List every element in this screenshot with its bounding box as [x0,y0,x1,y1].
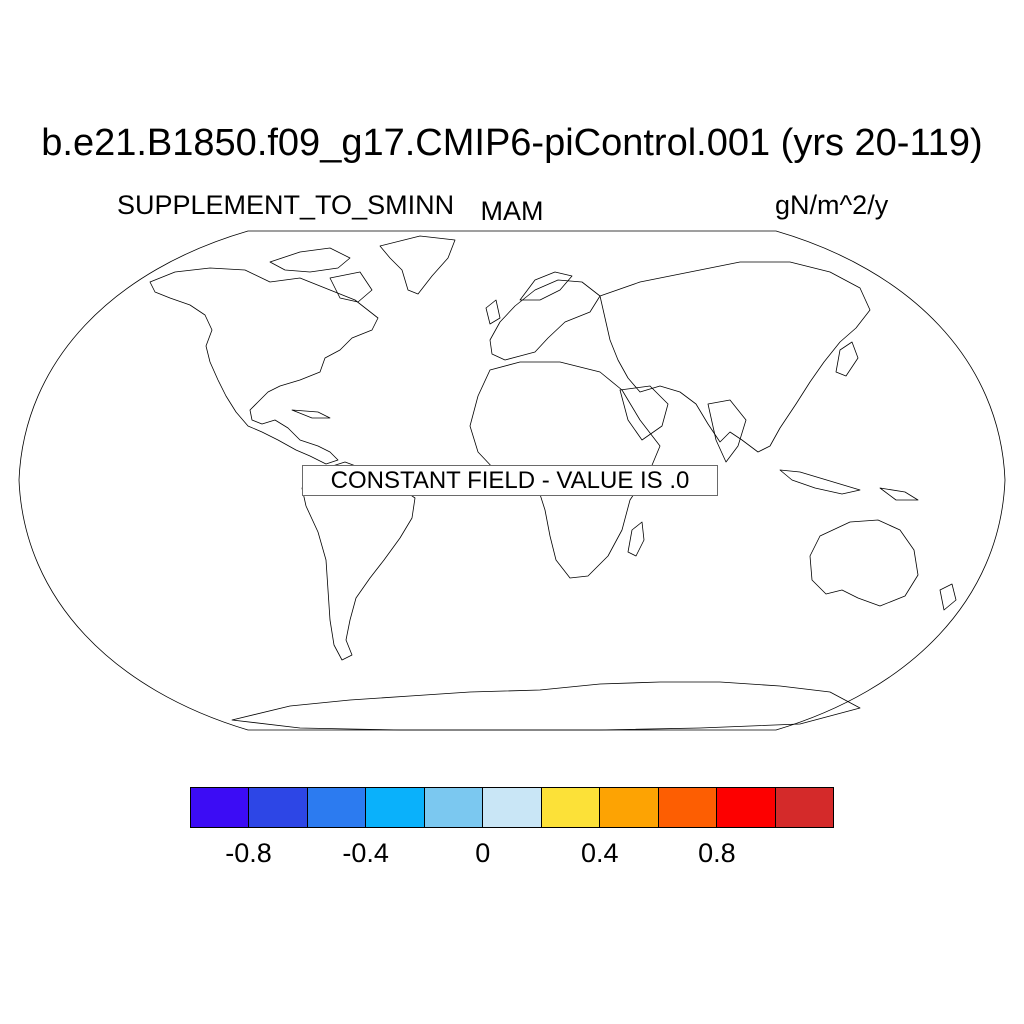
coastlines [149,235,957,731]
coast-north-america [149,267,379,465]
colorbar-box [775,788,833,827]
coast-new-guinea [879,487,919,501]
colorbar-box [717,788,776,827]
coast-africa [469,361,661,579]
coast-japan [835,341,859,377]
colorbar-box [307,788,367,827]
coast-baffin [329,271,373,303]
colorbar-box [191,788,250,827]
variable-name: SUPPLEMENT_TO_SMINN [117,190,455,220]
colorbar-box [600,788,659,827]
colorbar-box [424,788,484,827]
units-label: gN/m^2/y [775,190,889,220]
coast-antarctica [231,681,861,731]
coast-indonesia [779,469,861,495]
coast-britain [485,299,501,325]
coast-arabia [619,385,669,441]
colorbar-box [249,788,308,827]
coast-cuba [291,409,331,419]
coast-india [707,399,747,463]
plot-title: b.e21.B1850.f09_g17.CMIP6-piControl.001 … [41,122,983,164]
colorbar [190,787,834,828]
coast-europe [489,279,601,361]
colorbar-box [366,788,425,827]
colorbar-label: 0.4 [581,838,619,868]
coast-scandinavia [519,271,573,301]
constant-field-notice: CONSTANT FIELD - VALUE IS .0 [302,465,718,496]
colorbar-label: -0.8 [225,838,272,868]
colorbar-box [483,788,542,827]
colorbar-box [541,788,601,827]
colorbar-label: -0.4 [342,838,389,868]
coast-australia [809,519,919,607]
colorbar-box [658,788,718,827]
season-label: MAM [480,196,544,226]
colorbar-label: 0.8 [698,838,736,868]
colorbar-label: 0 [475,838,491,868]
coast-madagascar [627,521,645,557]
coast-new-zealand [939,583,957,611]
coast-arctic-islands [269,247,351,273]
coast-asia [599,261,871,453]
coast-greenland [379,235,456,295]
